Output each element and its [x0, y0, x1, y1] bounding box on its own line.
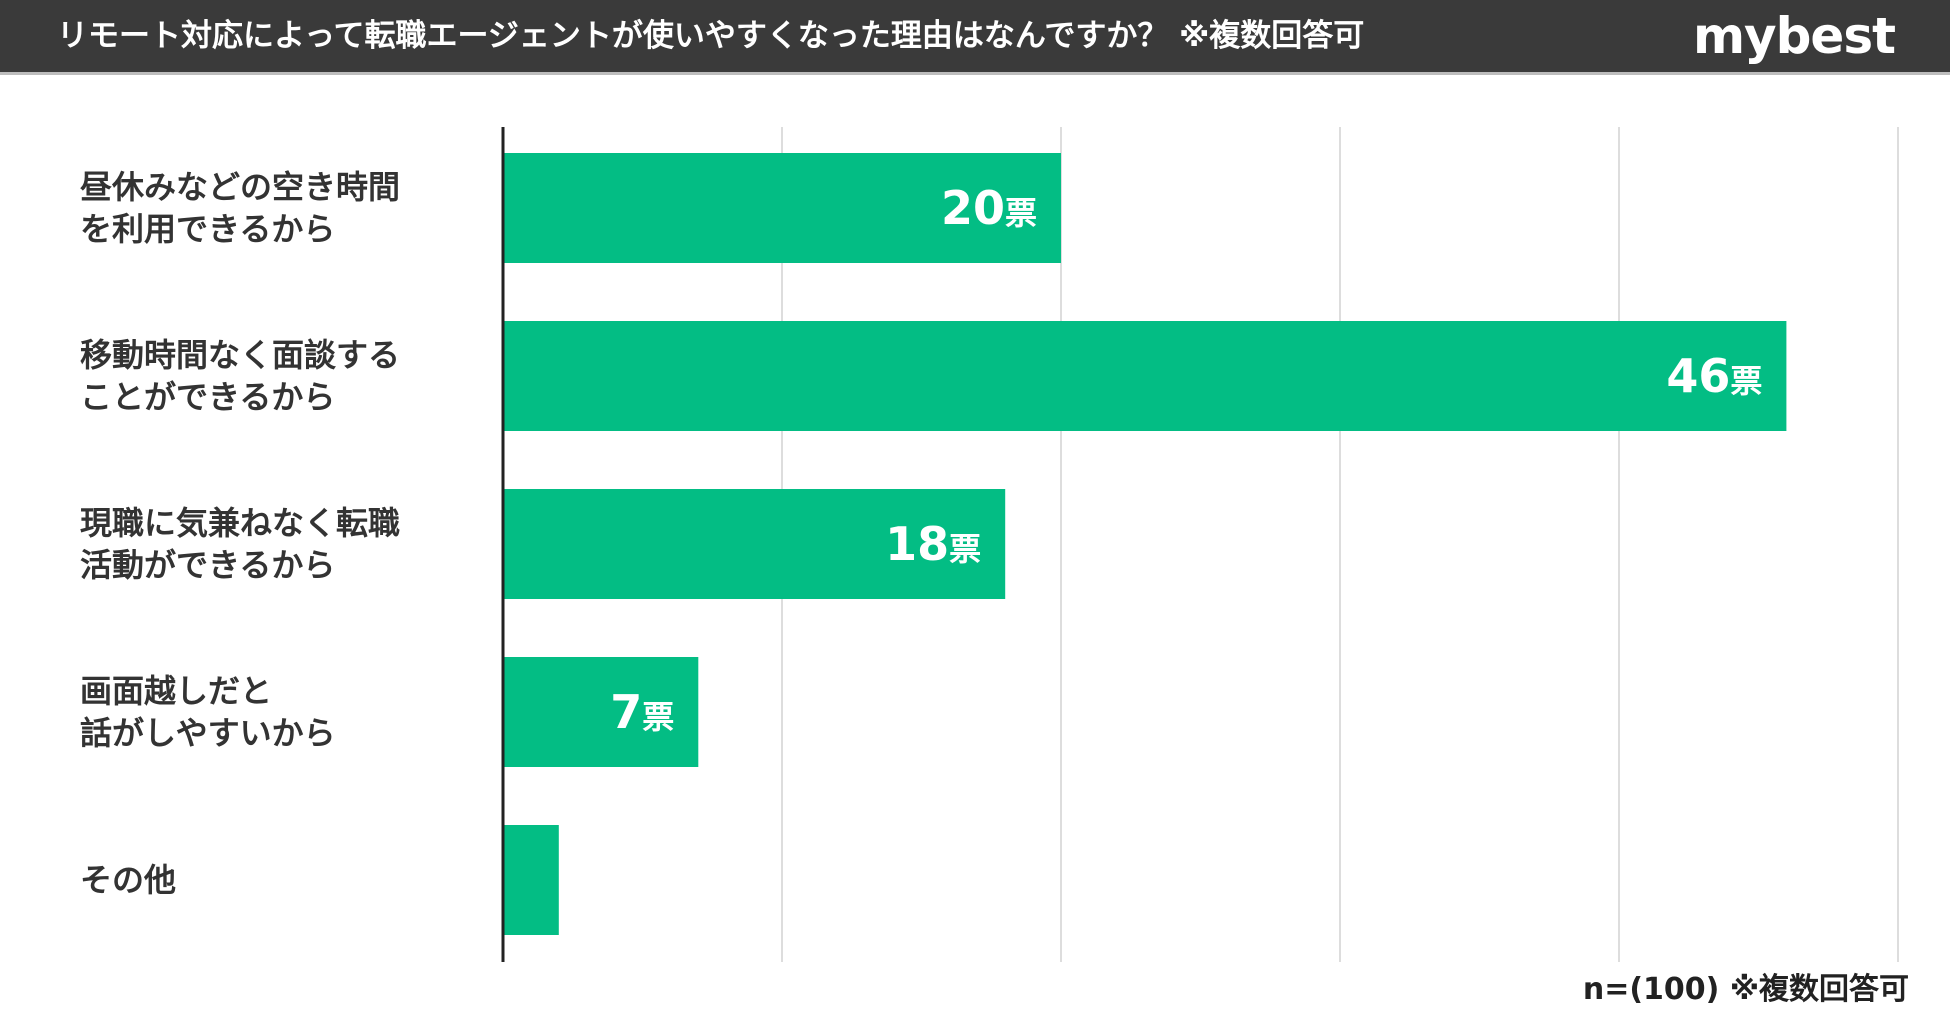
- data-label: 46票: [1666, 349, 1762, 403]
- data-label: 18票: [885, 517, 981, 571]
- category-label: 現職に気兼ねなく転職 活動ができるから: [80, 504, 401, 584]
- chart-header: リモート対応によって転職エージェントが使いやすくなった理由はなんですか？ ※複数…: [0, 0, 1950, 72]
- brand-logo: mybest: [1692, 7, 1896, 65]
- data-label: 7票: [610, 685, 674, 739]
- chart-title: リモート対応によって転職エージェントが使いやすくなった理由はなんですか？ ※複数…: [57, 18, 1365, 54]
- bar: [503, 153, 1061, 263]
- bar: [503, 489, 1006, 599]
- sample-size-note: n=(100) ※複数回答可: [1582, 972, 1909, 1007]
- header-divider: [0, 72, 1950, 75]
- category-label: 画面越しだと 話がしやすいから: [80, 672, 336, 752]
- data-label: 20票: [941, 181, 1037, 235]
- category-label: 昼休みなどの空き時間 を利用できるから: [80, 168, 401, 248]
- category-label: 移動時間なく面談する ことができるから: [80, 336, 401, 416]
- bar: [503, 657, 699, 767]
- bar: [503, 825, 559, 935]
- bar: [503, 321, 1787, 431]
- category-label: その他: [80, 861, 177, 899]
